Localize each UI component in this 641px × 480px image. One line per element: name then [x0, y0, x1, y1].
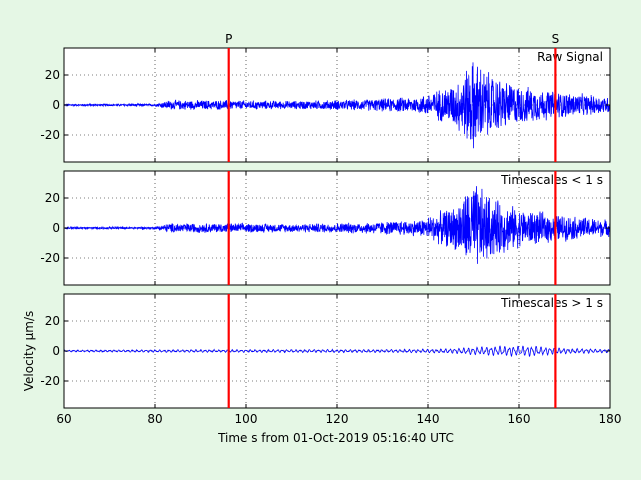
waveform-trace — [64, 186, 610, 264]
y-tick-label: -20 — [40, 128, 60, 142]
x-tick-label: 100 — [235, 412, 258, 426]
phase-label-s: S — [552, 32, 560, 46]
x-tick-label: 160 — [508, 412, 531, 426]
panel-2: -20 0 20 Timescales < 1 s — [40, 170, 611, 286]
y-tick-label: 0 — [52, 98, 60, 112]
y-tick-label: -20 — [40, 251, 60, 265]
panel-label: Timescales < 1 s — [500, 173, 603, 187]
phase-label-p: P — [225, 32, 232, 46]
y-tick-label: 0 — [52, 221, 60, 235]
y-tick-label: 20 — [45, 191, 60, 205]
x-tick-label: 60 — [56, 412, 71, 426]
y-tick-label: 20 — [45, 68, 60, 82]
panel-1: -20 0 20 Raw Signal — [40, 47, 611, 163]
y-tick-label: 20 — [45, 314, 60, 328]
panel-label: Raw Signal — [537, 50, 603, 64]
x-axis-label: Time s from 01-Oct-2019 05:16:40 UTC — [217, 431, 454, 445]
x-tick-label: 80 — [147, 412, 162, 426]
panel-label: Timescales > 1 s — [500, 296, 603, 310]
waveform-trace — [64, 345, 610, 358]
x-tick-label: 120 — [326, 412, 349, 426]
panel-3: -20 0 20 Timescales > 1 s 60 80 100 120 140 160 18… — [40, 293, 622, 426]
y-tick-label: -20 — [40, 374, 60, 388]
y-axis-label: Velocity μm/s — [22, 311, 36, 392]
x-tick-label: 140 — [417, 412, 440, 426]
y-tick-label: 0 — [52, 344, 60, 358]
waveform-trace — [64, 62, 610, 149]
x-tick-label: 180 — [599, 412, 622, 426]
